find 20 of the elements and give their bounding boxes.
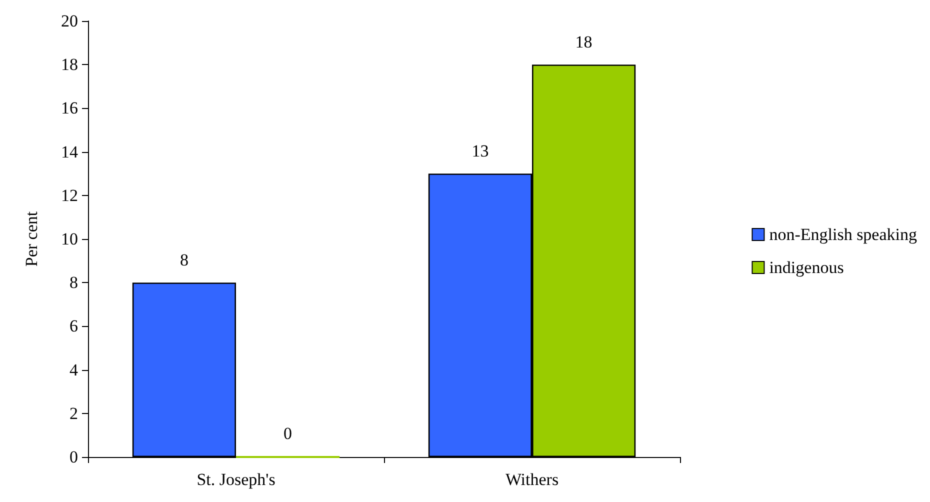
y-tick-label: 14 xyxy=(61,142,78,162)
y-tick-label: 12 xyxy=(61,186,78,205)
y-tick-label: 8 xyxy=(70,273,78,292)
data-label: 0 xyxy=(284,424,292,443)
y-tick-label: 10 xyxy=(61,230,78,248)
y-tick-label: 0 xyxy=(70,448,78,466)
y-tick-label: 6 xyxy=(70,316,78,336)
data-label: 8 xyxy=(180,250,188,270)
y-tick-label: 4 xyxy=(70,360,78,380)
x-tick-label: St. Joseph's xyxy=(196,470,276,489)
data-label: 18 xyxy=(575,32,592,52)
legend-label: non-English speaking xyxy=(769,225,918,244)
x-tick-label: Withers xyxy=(505,470,559,489)
legend-label: indigenous xyxy=(769,258,844,277)
y-axis-title: Per cent xyxy=(22,211,41,267)
y-tick-label: 16 xyxy=(61,98,78,118)
data-label: 13 xyxy=(472,142,489,161)
y-tick-label: 2 xyxy=(70,404,78,423)
y-tick-label: 20 xyxy=(61,12,78,30)
y-tick-label: 18 xyxy=(61,55,78,74)
